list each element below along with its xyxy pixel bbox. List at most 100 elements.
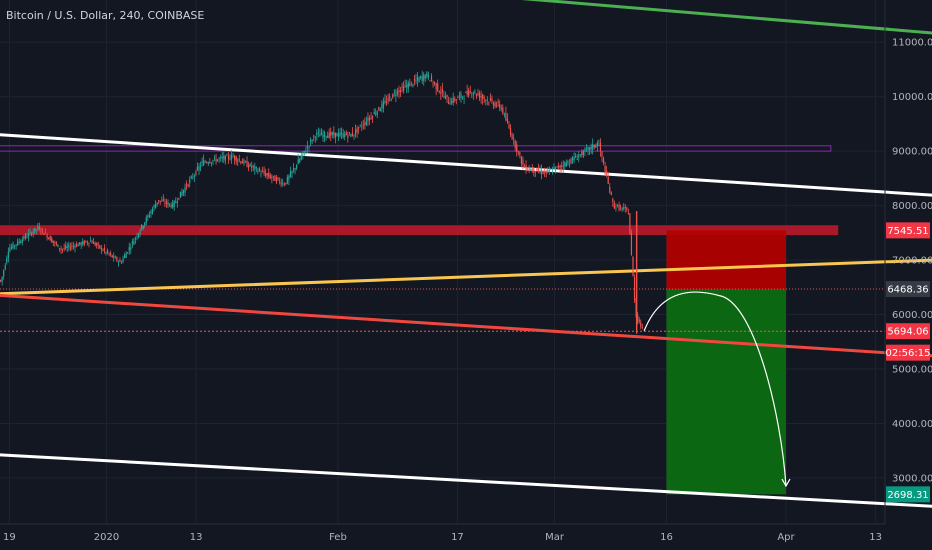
candle-body bbox=[91, 241, 93, 244]
candle-body bbox=[447, 101, 450, 104]
candle-body bbox=[106, 250, 109, 253]
candle-body bbox=[234, 155, 236, 160]
candle-body bbox=[46, 234, 48, 239]
y-tick-label: 5000.00 bbox=[892, 365, 932, 376]
trendline[interactable] bbox=[0, 287, 932, 361]
candle-body bbox=[172, 203, 174, 208]
trendline[interactable] bbox=[0, 257, 932, 298]
time-axis[interactable]: 919202013Feb17Mar16Apr13 bbox=[0, 532, 882, 543]
candle-body bbox=[354, 129, 357, 135]
trendlines[interactable] bbox=[0, 0, 932, 511]
candle-body bbox=[241, 161, 243, 164]
candle-body bbox=[314, 137, 316, 139]
candle-body bbox=[562, 165, 564, 167]
candle-body bbox=[120, 262, 123, 264]
candle-body bbox=[85, 240, 87, 242]
candle-body bbox=[164, 203, 166, 205]
candle-body bbox=[626, 207, 628, 210]
price-axis[interactable]: 3000.00 4000.00 5000.00 6000.00 7000.00 8000.… bbox=[892, 38, 932, 485]
candle-body bbox=[585, 148, 588, 150]
candle-body bbox=[266, 173, 268, 176]
trendline[interactable] bbox=[0, 0, 932, 40]
candle-body bbox=[206, 162, 208, 164]
projection-path[interactable] bbox=[643, 291, 787, 487]
position-tool[interactable] bbox=[0, 230, 885, 495]
candle-body bbox=[252, 165, 254, 167]
x-tick-label: 13 bbox=[869, 532, 882, 543]
projection-arrow[interactable] bbox=[643, 291, 791, 488]
candle-body bbox=[365, 121, 367, 125]
candle-body bbox=[547, 170, 549, 171]
candle-body bbox=[575, 156, 577, 158]
candle-body bbox=[330, 131, 332, 136]
resistance-zone[interactable] bbox=[0, 225, 839, 236]
candle-body bbox=[420, 76, 422, 78]
candle-body bbox=[213, 157, 216, 159]
candle-body bbox=[184, 187, 186, 193]
price-badge-text: 7545.51 bbox=[887, 226, 928, 237]
x-tick-label: 13 bbox=[190, 532, 203, 543]
candle-body bbox=[472, 93, 474, 94]
candle-body bbox=[86, 242, 88, 244]
candle-body bbox=[170, 205, 172, 208]
candle-body bbox=[509, 127, 512, 135]
candle-body bbox=[455, 99, 457, 101]
candle-body bbox=[116, 257, 118, 261]
candle-body bbox=[632, 257, 634, 277]
candle-body bbox=[9, 248, 11, 252]
x-tick-label: 17 bbox=[451, 532, 464, 543]
candle-body bbox=[517, 151, 519, 153]
candle-body bbox=[291, 170, 293, 174]
candle-body bbox=[44, 232, 47, 234]
y-tick-label: 8000.00 bbox=[892, 201, 932, 212]
candle-body bbox=[540, 169, 543, 174]
trendline[interactable] bbox=[0, 448, 932, 511]
candle-body bbox=[158, 200, 160, 202]
candle-body bbox=[238, 159, 240, 161]
candle-body bbox=[248, 165, 250, 168]
take-profit-zone[interactable] bbox=[666, 289, 786, 495]
candle-body bbox=[449, 103, 451, 105]
candle-body bbox=[348, 132, 350, 134]
candle-body bbox=[452, 97, 454, 103]
candle-body bbox=[446, 94, 448, 98]
candle-body bbox=[124, 255, 126, 259]
candle-body bbox=[145, 217, 147, 223]
candle-body bbox=[570, 159, 572, 164]
candle-body bbox=[58, 247, 61, 249]
candle-body bbox=[178, 198, 180, 200]
candle-body bbox=[595, 145, 597, 148]
candle-body bbox=[516, 144, 518, 152]
candle-body bbox=[534, 171, 536, 173]
candle-body bbox=[474, 91, 476, 93]
candle-body bbox=[554, 166, 557, 171]
trendline[interactable] bbox=[0, 127, 932, 201]
candle-body bbox=[220, 156, 222, 158]
candle-body bbox=[13, 245, 16, 247]
candle-body bbox=[618, 204, 620, 211]
candle-body bbox=[311, 140, 313, 142]
candle-body bbox=[525, 164, 527, 171]
candle-body bbox=[26, 236, 28, 238]
candle-body bbox=[389, 96, 391, 99]
candle-body bbox=[381, 103, 383, 110]
candle-body bbox=[75, 244, 78, 247]
candle-body bbox=[573, 156, 575, 161]
candle-body bbox=[523, 165, 526, 168]
candle-body bbox=[235, 156, 237, 162]
candle-body bbox=[584, 148, 586, 152]
candle-body bbox=[623, 207, 625, 209]
candle-body bbox=[423, 74, 425, 81]
candle-body bbox=[621, 208, 623, 210]
range-box[interactable] bbox=[0, 145, 832, 152]
stop-loss-zone[interactable] bbox=[666, 230, 786, 290]
candle-body bbox=[353, 134, 355, 136]
candle-body bbox=[186, 185, 188, 187]
candle-body bbox=[313, 135, 315, 137]
candle-body bbox=[401, 86, 403, 88]
candle-body bbox=[364, 122, 366, 125]
candle-body bbox=[527, 170, 529, 171]
candle-body bbox=[323, 132, 326, 137]
candle-body bbox=[12, 243, 14, 249]
